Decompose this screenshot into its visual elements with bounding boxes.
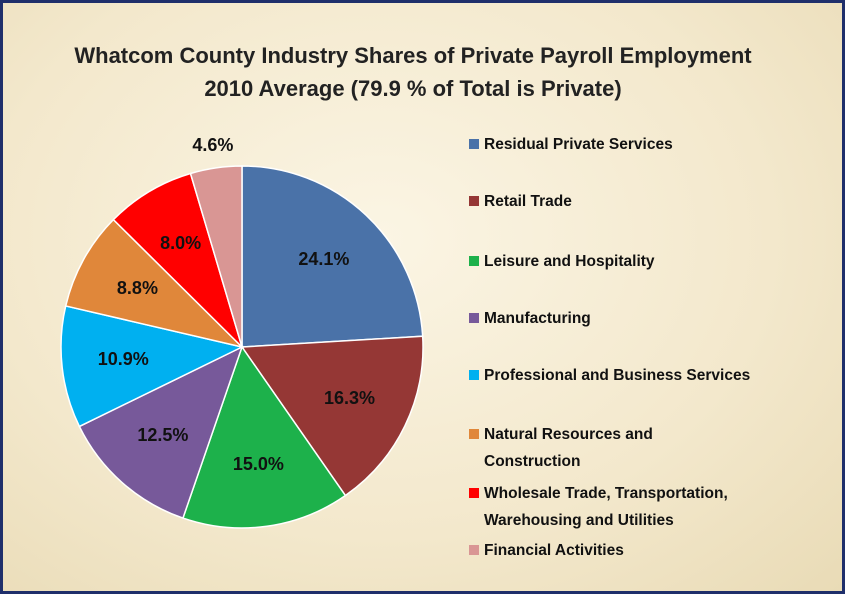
pie-slice: [241, 165, 424, 348]
legend-label: Leisure and Hospitality: [484, 253, 655, 270]
chart-subtitle: 2010 Average (79.9 % of Total is Private…: [204, 76, 621, 101]
legend-item: Wholesale Trade, Transportation, Warehou…: [469, 480, 731, 534]
legend-swatch: [469, 429, 479, 439]
legend-label: Wholesale Trade, Transportation, Warehou…: [484, 485, 728, 529]
legend-item: Leisure and Hospitality: [469, 248, 809, 275]
pie-slice: [64, 218, 245, 349]
legend-swatch: [469, 313, 479, 323]
legend-item: Manufacturing: [469, 305, 809, 332]
legend-label: Natural Resources and Construction: [484, 426, 653, 470]
pie-slice: [112, 172, 243, 348]
legend-item: Residual Private Services: [469, 131, 809, 158]
legend-item: Financial Activities: [469, 537, 809, 564]
pie-slice: [78, 345, 244, 520]
legend-swatch: [469, 370, 479, 380]
legend-item: Natural Resources and Construction: [469, 421, 669, 475]
legend-label: Financial Activities: [484, 542, 624, 559]
data-label: 15.0%: [233, 454, 284, 474]
pie-slice: [189, 165, 243, 348]
pie-slice: [60, 305, 245, 428]
legend-label: Retail Trade: [484, 193, 572, 210]
legend-swatch: [469, 488, 479, 498]
legend-label: Professional and Business Services: [484, 367, 751, 384]
data-label: 12.5%: [137, 425, 188, 445]
legend-item: Retail Trade: [469, 188, 809, 215]
data-label: 8.8%: [117, 278, 158, 298]
data-label: 8.0%: [160, 233, 201, 253]
legend-label: Manufacturing: [484, 310, 591, 327]
data-label: 10.9%: [98, 349, 149, 369]
chart: Whatcom County Industry Shares of Privat…: [60, 43, 752, 529]
legend-swatch: [469, 139, 479, 149]
pie-slice: [240, 335, 424, 497]
legend-swatch: [469, 256, 479, 266]
legend-swatch: [469, 545, 479, 555]
legend-label: Residual Private Services: [484, 136, 673, 153]
pie-slice: [181, 345, 347, 529]
data-label: 16.3%: [324, 388, 375, 408]
legend-item: Professional and Business Services: [469, 362, 809, 389]
data-label: 24.1%: [298, 249, 349, 269]
data-label: 4.6%: [192, 135, 233, 155]
legend-swatch: [469, 196, 479, 206]
chart-title: Whatcom County Industry Shares of Privat…: [74, 43, 752, 68]
